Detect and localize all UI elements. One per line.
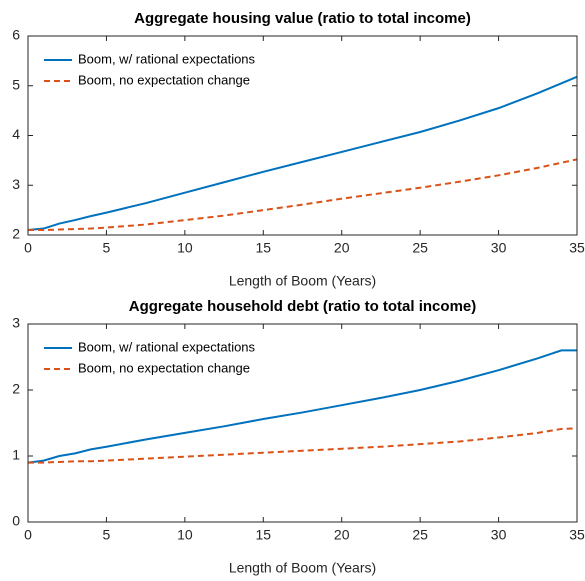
x-axis-label: Length of Boom (Years)	[229, 560, 376, 576]
x-tick-label: 30	[491, 527, 507, 543]
x-tick-label: 15	[255, 240, 271, 256]
x-tick-label: 20	[334, 240, 350, 256]
x-tick-label: 20	[334, 527, 350, 543]
x-tick-label: 0	[24, 240, 32, 256]
x-tick-label: 5	[103, 240, 111, 256]
chart-title: Aggregate housing value (ratio to total …	[134, 10, 471, 27]
x-tick-label: 5	[103, 527, 111, 543]
y-tick-label: 1	[12, 447, 20, 463]
y-tick-label: 2	[12, 226, 20, 242]
x-tick-label: 10	[177, 527, 193, 543]
legend-label: Boom, no expectation change	[78, 360, 250, 375]
series-line	[27, 349, 577, 464]
x-tick-label: 35	[569, 240, 585, 256]
x-axis-label: Length of Boom (Years)	[229, 273, 376, 289]
legend-label: Boom, w/ rational expectations	[78, 339, 256, 354]
x-tick-label: 25	[412, 240, 428, 256]
legend-label: Boom, w/ rational expectations	[78, 51, 256, 66]
axes-frame	[27, 35, 578, 236]
y-tick-label: 0	[12, 513, 20, 529]
series-line	[28, 427, 578, 464]
legend-label: Boom, no expectation change	[78, 72, 250, 87]
series-line	[28, 158, 578, 232]
x-tick-label: 15	[255, 527, 271, 543]
plot-area	[28, 324, 577, 522]
x-tick-label: 0	[24, 527, 32, 543]
y-tick-label: 5	[12, 76, 20, 92]
y-tick-label: 3	[12, 176, 20, 192]
x-tick-label: 10	[177, 240, 193, 256]
x-tick-label: 30	[491, 240, 507, 256]
y-tick-label: 2	[12, 381, 20, 397]
y-tick-label: 3	[12, 315, 20, 331]
x-tick-label: 35	[569, 527, 585, 543]
x-tick-label: 25	[412, 527, 428, 543]
plot-area	[28, 36, 577, 235]
series-line	[27, 75, 578, 232]
y-tick-label: 6	[12, 27, 20, 43]
axes-frame	[27, 323, 578, 523]
y-tick-label: 4	[12, 126, 20, 142]
chart-title: Aggregate household debt (ratio to total…	[129, 298, 477, 315]
